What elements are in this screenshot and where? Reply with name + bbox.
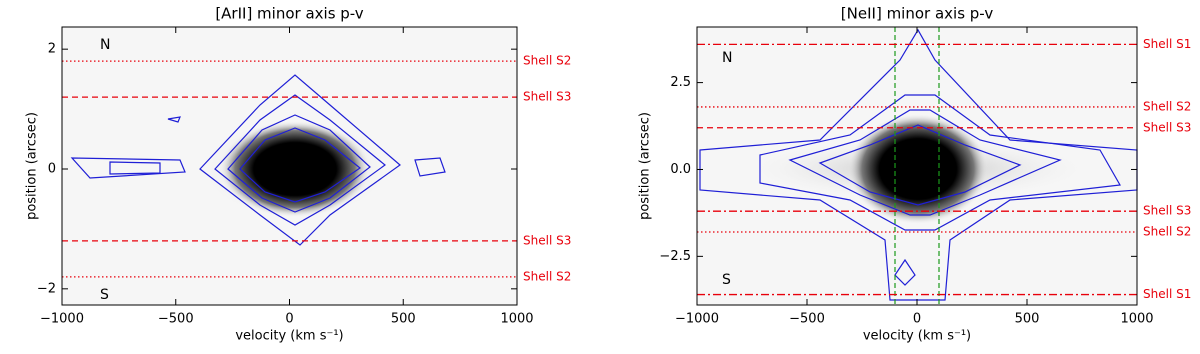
y-tick-label: 2.5 [670,75,691,90]
y-axis-label: position (arcsec) [638,112,653,220]
x-tick-label: −1000 [40,312,84,327]
x-tick-label: −500 [158,312,194,327]
y-tick-label: 2 [48,42,56,57]
shell-label: Shell S3 [523,90,571,104]
x-tick-label: 500 [1015,312,1040,327]
x-tick-label: −1000 [675,312,719,327]
shell-label: Shell S2 [1143,99,1191,113]
annotation: S [722,272,731,288]
chart-title: [ArII] minor axis p-v [215,5,363,23]
annotation: S [100,287,109,303]
image-panel-1 [62,27,517,305]
annotation: N [100,37,110,53]
y-axis-label: position (arcsec) [25,112,40,220]
x-tick-label: 1000 [500,312,533,327]
shell-label: Shell S1 [1143,37,1191,51]
shell-label: Shell S3 [1143,120,1191,134]
shell-label: Shell S2 [1143,225,1191,239]
x-axis-label: velocity (km s⁻¹) [235,329,343,344]
shell-label: Shell S2 [523,54,571,68]
y-tick-label: −2.5 [659,249,691,264]
x-tick-label: 1000 [1120,312,1153,327]
y-tick-label: 0 [48,161,56,176]
x-tick-label: 0 [913,312,921,327]
x-tick-label: 0 [285,312,293,327]
chart-title: [NeII] minor axis p-v [841,5,994,23]
annotation: N [722,50,732,66]
shell-label: Shell S1 [1143,287,1191,301]
y-tick-label: 0.0 [670,162,691,177]
x-tick-label: 500 [391,312,416,327]
x-tick-label: −500 [789,312,825,327]
y-tick-label: −2 [37,281,56,296]
image-panel-2 [697,27,1138,305]
shell-label: Shell S3 [1143,204,1191,218]
shell-label: Shell S3 [523,233,571,247]
shell-label: Shell S2 [523,269,571,283]
x-axis-label: velocity (km s⁻¹) [863,329,971,344]
